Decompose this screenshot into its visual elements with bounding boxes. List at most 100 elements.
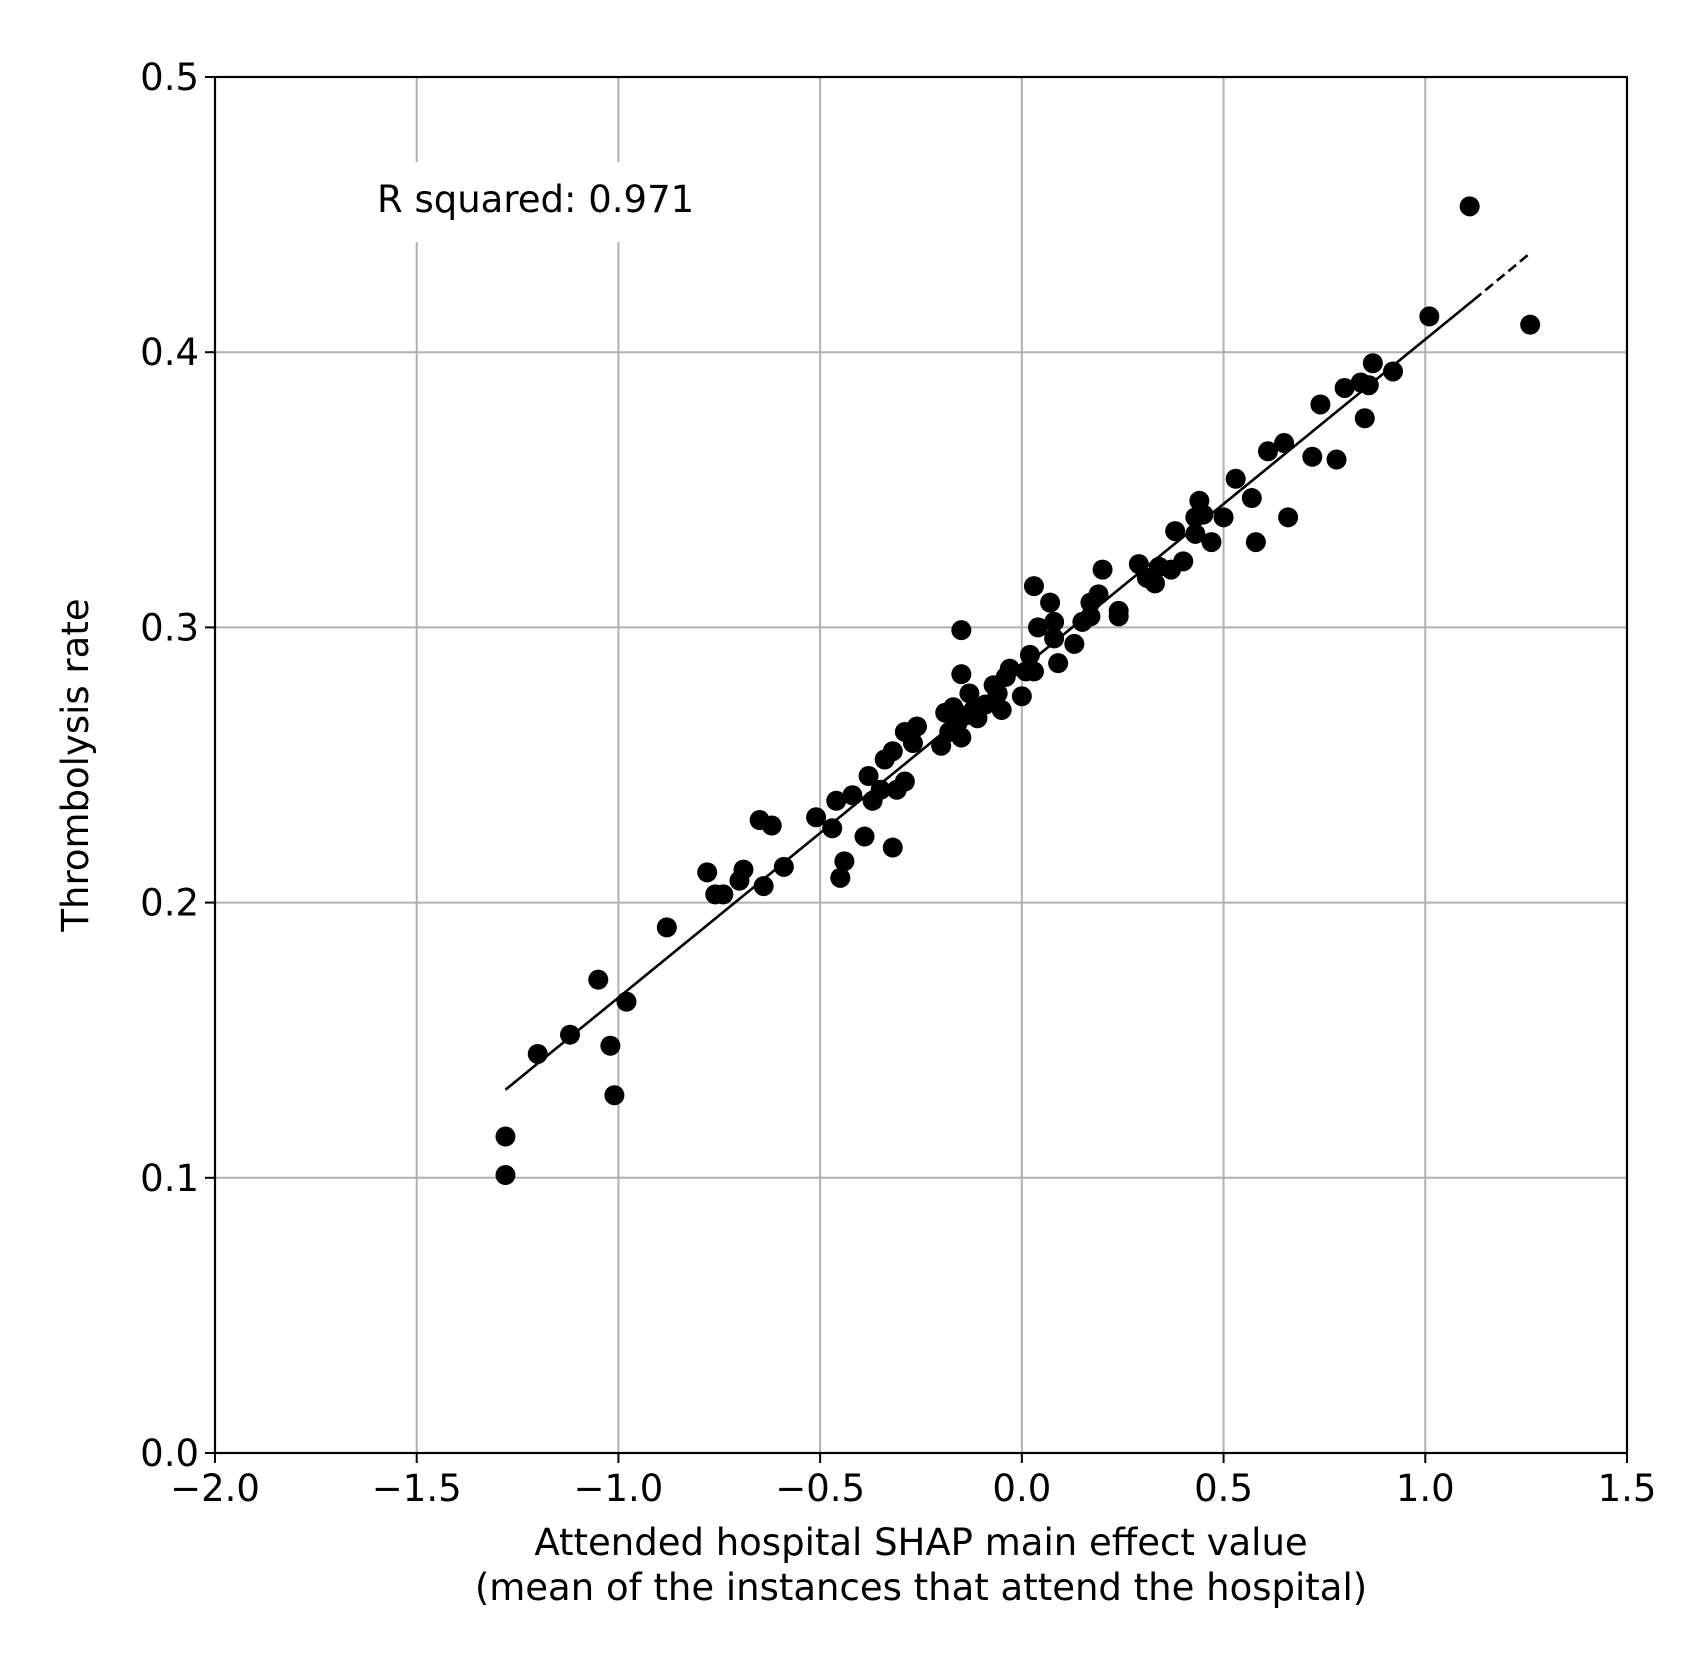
data-point: [697, 862, 718, 883]
r-squared-annotation: R squared: 0.971: [377, 178, 694, 221]
data-point: [1044, 628, 1065, 649]
data-point: [830, 867, 851, 888]
data-point: [1302, 446, 1323, 467]
data-point: [1173, 551, 1194, 572]
x-tick-label: −1.0: [573, 1467, 663, 1510]
data-point: [1185, 523, 1206, 544]
data-point: [806, 807, 827, 828]
x-axis-label-line2: (mean of the instances that attend the h…: [475, 1566, 1367, 1609]
data-points: [495, 196, 1541, 1186]
data-point: [951, 727, 972, 748]
data-point: [959, 683, 980, 704]
data-point: [987, 683, 1008, 704]
plot-frame: [213, 75, 1629, 1455]
data-point: [1201, 532, 1222, 553]
x-tick-label: 1.5: [1598, 1467, 1657, 1510]
x-tick-label: −1.5: [372, 1467, 462, 1510]
data-point: [616, 991, 637, 1012]
data-point: [1023, 576, 1044, 597]
data-point: [1027, 617, 1048, 638]
data-point: [495, 1126, 516, 1147]
data-point: [773, 856, 794, 877]
data-point: [1326, 449, 1347, 470]
data-point: [1274, 433, 1295, 454]
data-point: [761, 815, 782, 836]
data-point: [1023, 661, 1044, 682]
data-point: [1459, 196, 1480, 217]
data-point: [951, 620, 972, 641]
data-point: [1241, 488, 1262, 509]
data-point: [1092, 559, 1113, 580]
data-point: [854, 826, 875, 847]
data-point: [882, 741, 903, 762]
x-axis-label: Attended hospital SHAP main effect value: [534, 1521, 1307, 1564]
data-point: [1044, 611, 1065, 632]
data-point: [1080, 606, 1101, 627]
data-point: [600, 1035, 621, 1056]
data-point: [560, 1024, 581, 1045]
data-point: [882, 837, 903, 858]
data-point: [1019, 644, 1040, 665]
data-point: [1088, 584, 1109, 605]
data-point: [991, 699, 1012, 720]
data-point: [1213, 507, 1234, 528]
data-point: [1354, 408, 1375, 429]
data-point: [1310, 394, 1331, 415]
grid-lines: [214, 76, 1628, 1454]
data-point: [1257, 441, 1278, 462]
data-point: [753, 876, 774, 897]
data-point: [713, 884, 734, 905]
y-tick-label: 0.3: [140, 606, 199, 649]
x-tick-label: −0.5: [775, 1467, 865, 1510]
x-tick-label: −2.0: [170, 1467, 260, 1510]
data-point: [656, 917, 677, 938]
data-point: [527, 1043, 548, 1064]
data-point: [870, 779, 891, 800]
data-point: [1064, 633, 1085, 654]
data-point: [733, 859, 754, 880]
data-point: [1108, 600, 1129, 621]
data-point: [842, 785, 863, 806]
data-point: [604, 1085, 625, 1106]
data-point: [1048, 653, 1069, 674]
y-tick-label: 0.2: [140, 882, 199, 925]
x-tick-label: 0.0: [992, 1467, 1051, 1510]
data-point: [495, 1165, 516, 1186]
x-tick-label: 0.5: [1194, 1467, 1253, 1510]
data-point: [902, 732, 923, 753]
data-point: [826, 790, 847, 811]
data-point: [588, 969, 609, 990]
data-point: [1225, 468, 1246, 489]
annotation: R squared: 0.971: [360, 162, 740, 242]
y-axis-label: Thrombolysis rate: [54, 598, 97, 932]
data-point: [999, 658, 1020, 679]
y-tick-label: 0.4: [140, 331, 199, 374]
data-point: [906, 716, 927, 737]
data-point: [1165, 521, 1186, 542]
data-point: [1040, 592, 1061, 613]
data-point: [894, 771, 915, 792]
data-point: [1362, 353, 1383, 374]
data-point: [858, 766, 879, 787]
y-tick-label: 0.5: [140, 56, 199, 99]
data-point: [834, 851, 855, 872]
data-point: [1334, 377, 1355, 398]
data-point: [1419, 306, 1440, 327]
data-point: [1520, 314, 1541, 335]
x-axis-ticks: −2.0 −1.5 −1.0 −0.5 0.0 0.5 1.0 1.5: [170, 1453, 1656, 1510]
data-point: [1193, 504, 1214, 525]
data-point: [1011, 686, 1032, 707]
data-point: [1278, 507, 1299, 528]
data-point: [822, 818, 843, 839]
data-point: [951, 664, 972, 685]
fit-line-dashed: [1472, 252, 1532, 301]
y-tick-label: 0.0: [140, 1432, 199, 1475]
data-point: [1144, 573, 1165, 594]
data-point: [1358, 375, 1379, 396]
x-tick-label: 1.0: [1396, 1467, 1455, 1510]
data-point: [1383, 361, 1404, 382]
y-tick-label: 0.1: [140, 1157, 199, 1200]
y-axis-ticks: 0.0 0.1 0.2 0.3 0.4 0.5: [140, 56, 215, 1475]
data-point: [1245, 532, 1266, 553]
